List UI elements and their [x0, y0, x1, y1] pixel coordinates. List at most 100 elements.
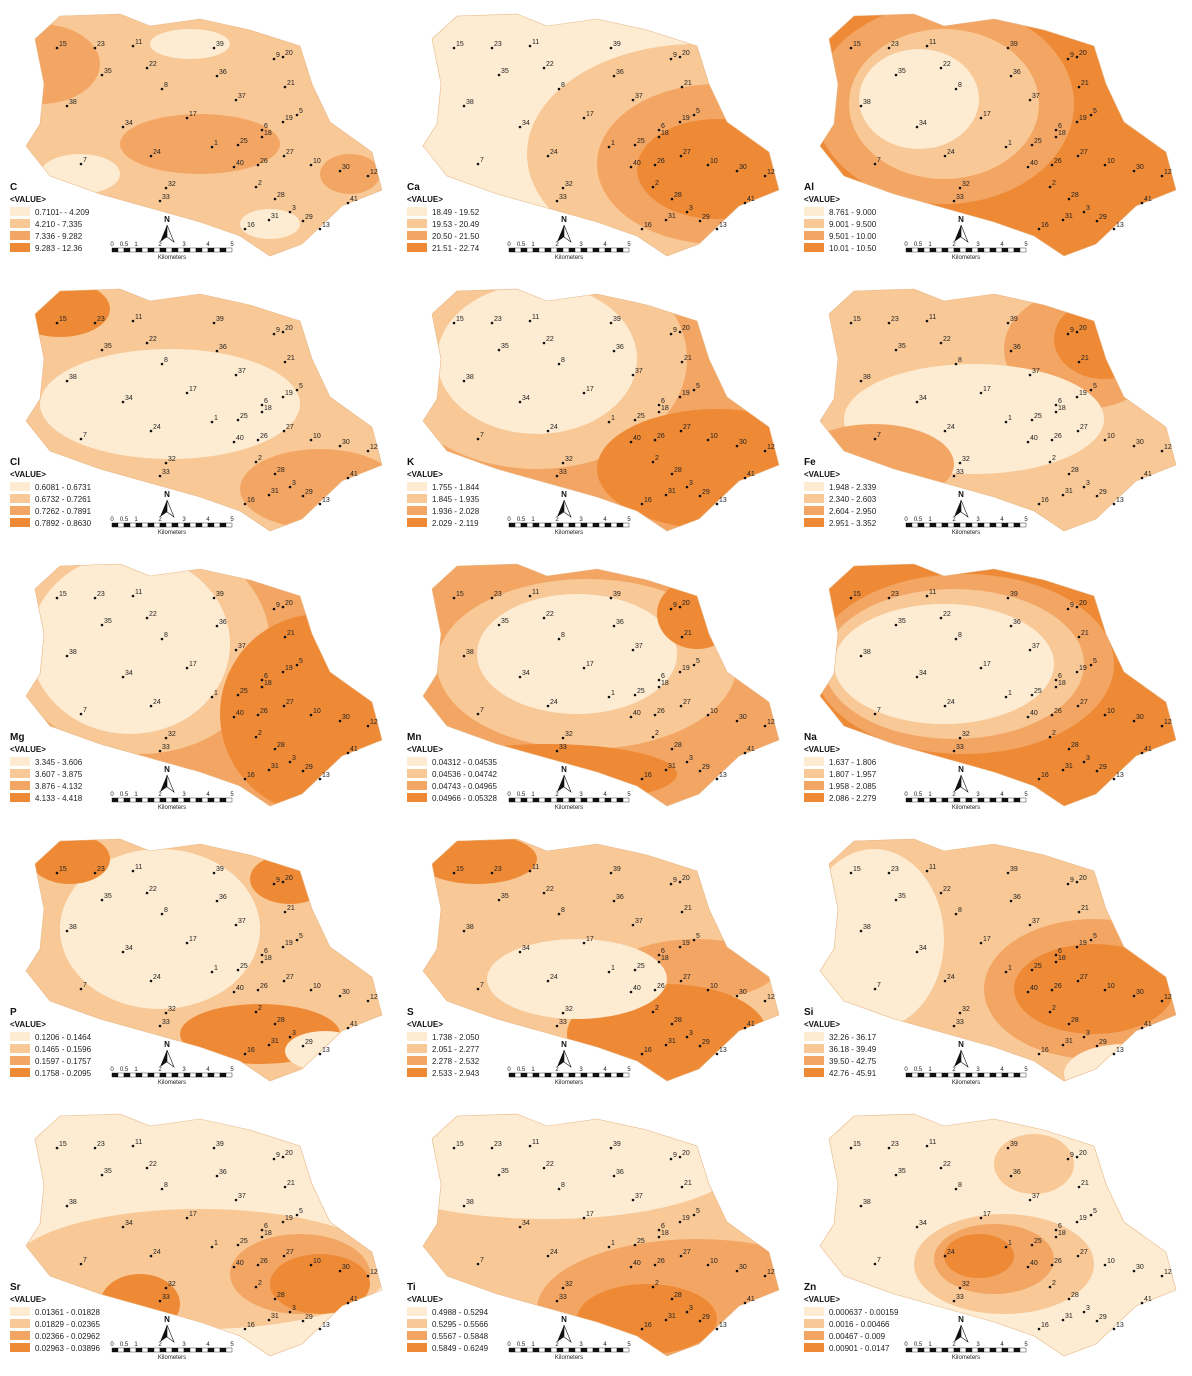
scale-tick-label: 4	[1000, 1067, 1004, 1073]
sample-point	[744, 1027, 747, 1030]
sample-point	[261, 411, 264, 414]
sample-label: 41	[747, 1296, 755, 1303]
sample-point	[302, 1045, 305, 1048]
sample-label: 13	[719, 222, 727, 229]
sample-label: 27	[1080, 699, 1088, 706]
sample-point	[296, 664, 299, 667]
sample-label: 8	[164, 907, 168, 914]
sample-point	[211, 971, 214, 974]
sample-label: 2	[258, 1005, 262, 1012]
legend-label: 18.49 - 19.52	[432, 208, 480, 217]
sample-label: 41	[350, 746, 358, 753]
north-arrow	[961, 225, 968, 242]
sample-label: 29	[702, 214, 710, 221]
sample-point	[558, 88, 561, 91]
sample-label: 19	[1079, 115, 1087, 122]
sample-label: 18	[661, 1230, 669, 1237]
sample-point	[543, 67, 546, 70]
scale-tick-label: 0	[904, 517, 908, 523]
scale-tick-label: 3	[976, 242, 980, 248]
sample-point	[1104, 1264, 1107, 1267]
legend-swatch	[10, 769, 30, 778]
sample-label: 26	[1054, 433, 1062, 440]
sample-label: 24	[153, 1249, 161, 1256]
sample-point	[707, 1264, 710, 1267]
sample-point	[255, 461, 258, 464]
sample-point	[608, 146, 611, 149]
legend-label: 0.02366 - 0.02962	[35, 1332, 100, 1341]
sample-label: 19	[682, 390, 690, 397]
legend-swatch	[804, 243, 824, 252]
element-name: Na	[804, 732, 817, 743]
sample-label: 33	[956, 1019, 964, 1026]
scale-tick-label: 2	[952, 792, 956, 798]
scale-bar-segment	[557, 523, 563, 527]
north-arrow	[557, 1325, 564, 1342]
figure: 1523113992035223621837381734618195125242…	[0, 0, 1192, 1376]
sample-point	[159, 750, 162, 753]
sample-label: 3	[689, 1030, 693, 1037]
sample-label: 17	[983, 111, 991, 118]
sample-label: 39	[613, 316, 621, 323]
legend-swatch	[10, 1307, 30, 1316]
sample-label: 21	[287, 630, 295, 637]
scale-bar-segment	[918, 248, 924, 252]
sample-point	[632, 649, 635, 652]
sample-point	[347, 202, 350, 205]
sample-point	[1005, 1246, 1008, 1249]
sample-point	[150, 155, 153, 158]
sample-label: 29	[702, 1314, 710, 1321]
scale-bar-segment	[1020, 1073, 1026, 1077]
sample-label: 9	[276, 52, 280, 59]
scale-bar-segment	[118, 798, 124, 802]
sample-point	[66, 380, 69, 383]
sample-point	[652, 1286, 655, 1289]
scale-tick-label: 3	[182, 792, 186, 798]
sample-point	[670, 58, 673, 61]
sample-point	[1031, 419, 1034, 422]
north-label: N	[561, 1315, 567, 1324]
scale-bar-segment	[978, 1348, 984, 1352]
legend-swatch	[10, 757, 30, 766]
sample-label: 18	[264, 955, 272, 962]
legend-swatch	[10, 1056, 30, 1065]
scale-bar-segment	[912, 1348, 918, 1352]
north-arrow	[564, 1050, 571, 1067]
sample-label: 25	[637, 688, 645, 695]
sample-point	[1055, 411, 1058, 414]
sample-label: 10	[313, 708, 321, 715]
sample-point	[693, 939, 696, 942]
sample-point	[671, 748, 674, 751]
sample-label: 30	[1136, 439, 1144, 446]
sample-point	[1010, 625, 1013, 628]
sample-label: 19	[682, 940, 690, 947]
sample-point	[1078, 636, 1081, 639]
sample-label: 5	[1093, 1208, 1097, 1215]
legend-swatch	[10, 1044, 30, 1053]
sample-point	[159, 475, 162, 478]
sample-label: 8	[561, 632, 565, 639]
sample-point	[283, 980, 286, 983]
scale-tick-label: 1	[531, 517, 535, 523]
sample-point	[613, 1175, 616, 1178]
legend-label: 20.50 - 21.50	[432, 232, 480, 241]
north-label: N	[164, 215, 170, 224]
scale-bar-segment	[178, 248, 184, 252]
scale-tick-label: 3	[976, 792, 980, 798]
sample-point	[257, 439, 260, 442]
sample-label: 23	[97, 591, 105, 598]
sample-point	[161, 638, 164, 641]
sample-label: 17	[189, 111, 197, 118]
sample-point	[237, 694, 240, 697]
sample-label: 3	[1086, 1030, 1090, 1037]
sample-label: 7	[877, 1257, 881, 1264]
sample-label: 2	[1052, 730, 1056, 737]
sample-label: 24	[947, 974, 955, 981]
value-heading: <VALUE>	[10, 745, 46, 754]
sample-label: 40	[236, 710, 244, 717]
sample-point	[1029, 649, 1032, 652]
sample-point	[282, 396, 285, 399]
sample-point	[274, 1298, 277, 1301]
sample-point	[1068, 198, 1071, 201]
sample-point	[257, 1264, 260, 1267]
